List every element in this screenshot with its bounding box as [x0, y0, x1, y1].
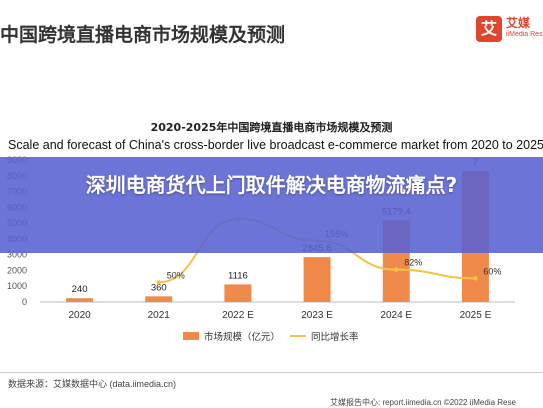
- iimedia-logo[interactable]: 艾 艾媒 iiMedia Res: [476, 14, 543, 50]
- growth-value-label: 50%: [167, 270, 185, 280]
- y-tick-label: 1000: [7, 281, 27, 291]
- growth-point: [156, 280, 161, 285]
- legend-bar-label: 市场规模（亿元）: [204, 331, 280, 343]
- growth-value-label: 82%: [404, 258, 422, 268]
- x-tick-label: 2024 E: [380, 310, 412, 321]
- banner-headline: 深圳电商货代上门取件解决电商物流痛点?: [85, 173, 458, 197]
- copyright-note: 艾媒报告中心: report.iimedia.cn ©2022 iiMedia …: [330, 398, 516, 407]
- chart-subtitle: Scale and forecast of China's cross-bord…: [8, 138, 543, 152]
- growth-value-label: 60%: [483, 266, 501, 276]
- y-tick-label: 3000: [7, 250, 27, 260]
- page-title: 中国跨境直播电商市场规模及预测: [0, 24, 286, 46]
- logo-mark-icon: 艾: [476, 16, 502, 42]
- x-tick-label: 2025 E: [460, 310, 492, 321]
- bar-value-label: 1116: [228, 270, 248, 281]
- divider: [0, 372, 543, 373]
- legend-bar-swatch: [183, 332, 199, 340]
- x-axis: 2020 2021 2022 E 2023 E 2024 E 2025 E: [68, 310, 491, 321]
- source-note: 数据来源：艾媒数据中心 (data.iimedia.cn): [8, 379, 177, 389]
- x-tick-label: 2020: [68, 310, 91, 321]
- bar: [224, 284, 252, 302]
- bar: [145, 296, 173, 302]
- chart-title: 2020-2025年中国跨境直播电商市场规模及预测: [150, 121, 393, 134]
- y-tick-label: 2000: [7, 265, 27, 275]
- bar-value-label: 240: [72, 284, 88, 295]
- x-tick-label: 2023 E: [301, 310, 333, 321]
- bar: [303, 257, 331, 302]
- bar-value-label: 360: [151, 282, 167, 293]
- logo-subtitle: iiMedia Res: [506, 31, 543, 38]
- legend: 市场规模（亿元） 同比增长率: [183, 331, 359, 343]
- logo-name: 艾媒: [506, 16, 531, 30]
- x-tick-label: 2022 E: [222, 310, 254, 321]
- headline-banner[interactable]: 深圳电商货代上门取件解决电商物流痛点?: [0, 157, 543, 253]
- y-tick-label: 0: [22, 297, 27, 307]
- legend-line-label: 同比增长率: [311, 331, 359, 343]
- bar: [66, 298, 94, 302]
- growth-point: [394, 267, 399, 272]
- growth-point: [473, 276, 478, 281]
- x-tick-label: 2021: [148, 310, 171, 321]
